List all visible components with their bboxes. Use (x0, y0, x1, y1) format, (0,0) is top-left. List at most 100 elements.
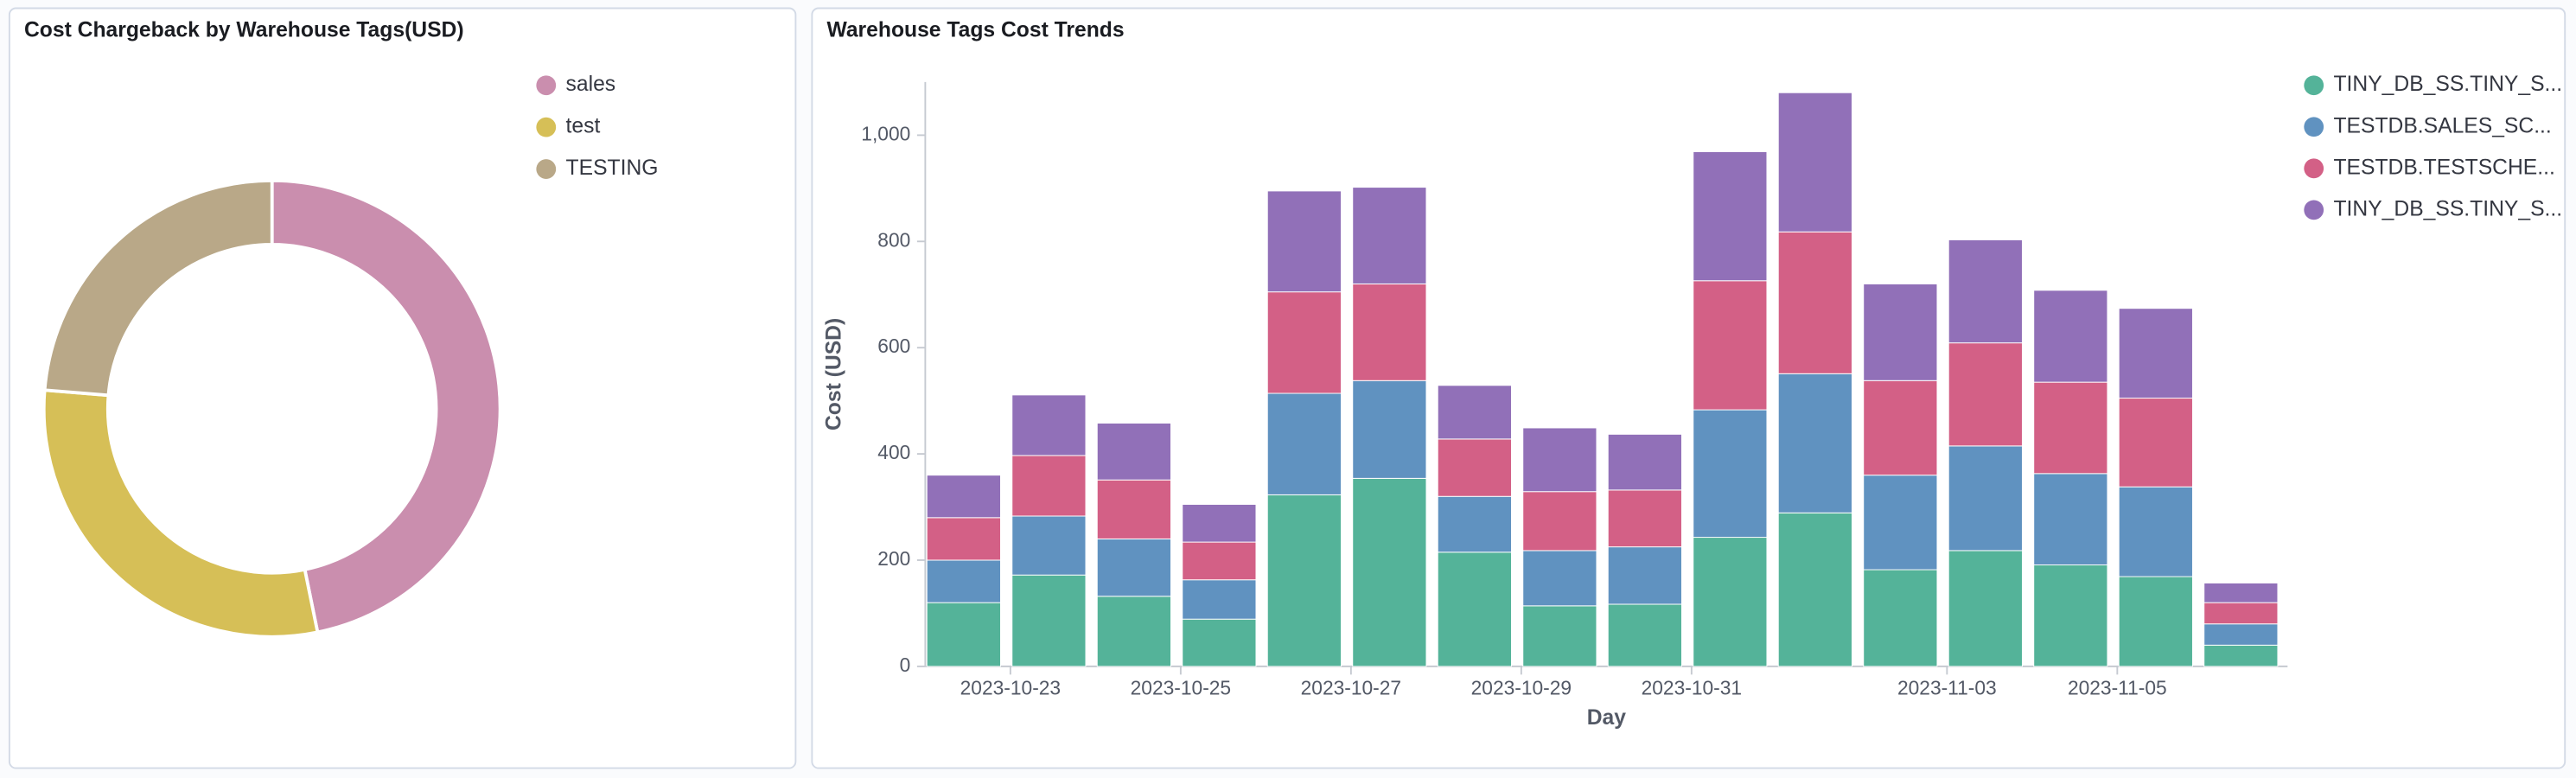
bar-segment (1777, 512, 1852, 667)
legend-swatch (2304, 75, 2324, 96)
legend-label: TINY_DB_SS.TINY_S... (2333, 73, 2562, 96)
bar-segment (1607, 603, 1682, 667)
legend-swatch (536, 159, 557, 179)
bar-segment (1352, 187, 1427, 284)
legend-label: TESTING (566, 156, 659, 180)
bar-segment (1011, 455, 1087, 517)
bar-segment (1266, 291, 1342, 394)
pie-slice (270, 178, 502, 635)
bar-segment (1352, 283, 1427, 381)
bar-segment (1607, 546, 1682, 605)
y-tick-label: 0 (900, 654, 911, 676)
bar-segment (1437, 495, 1512, 553)
bar-segment (1096, 596, 1171, 667)
chart-title: Cost Chargeback by Warehouse Tags(USD) (24, 19, 464, 42)
bar-segment (1522, 491, 1597, 552)
bar-segment (2203, 644, 2279, 667)
bar-segment (1693, 409, 1768, 539)
x-tick-label: 2023-10-23 (960, 676, 1061, 698)
y-tick-label: 200 (877, 547, 910, 570)
x-tick-label: 2023-11-03 (1897, 676, 1997, 698)
bar-segment (2033, 564, 2108, 667)
bar-segment (1693, 537, 1768, 667)
pie-slice (41, 388, 320, 639)
pie-slice (42, 178, 274, 398)
bar-segment (1352, 477, 1427, 667)
bar-segment (1266, 494, 1342, 667)
bar-segment (1011, 515, 1087, 576)
legend-label: test (566, 115, 601, 138)
legend-label: TESTDB.TESTSCHE... (2333, 156, 2554, 179)
bar-segment (1096, 538, 1171, 597)
bar-segment (1693, 150, 1768, 282)
bar-segment (1863, 475, 1938, 571)
x-tick-label: 2023-10-27 (1301, 676, 1401, 698)
bar-segment (1777, 92, 1852, 233)
bar-segment (926, 475, 1001, 519)
x-tick-label: 2023-10-31 (1642, 676, 1742, 698)
pie-panel (8, 7, 797, 769)
bar-segment (1863, 379, 1938, 476)
bar-segment (1948, 342, 2023, 447)
bar-segment (2118, 576, 2193, 667)
bar-segment (1777, 231, 1852, 374)
bar-segment (1693, 280, 1768, 411)
chart-title: Warehouse Tags Cost Trends (826, 19, 1124, 42)
y-tick-label: 800 (877, 228, 910, 251)
x-tick-label: 2023-10-29 (1471, 676, 1572, 698)
bar-segment (2203, 582, 2279, 603)
bar-segment (1863, 283, 1938, 381)
x-tick-label: 2023-10-25 (1131, 676, 1231, 698)
bar-segment (1522, 605, 1597, 667)
legend-swatch (2304, 158, 2324, 179)
legend-label: sales (566, 73, 616, 96)
bar-segment (2033, 473, 2108, 565)
bar-segment (1522, 550, 1597, 607)
bar-segment (2033, 381, 2108, 475)
bar-segment (1437, 438, 1512, 497)
bar-segment (1096, 422, 1171, 481)
bar-segment (1182, 503, 1257, 543)
bar-segment (1352, 379, 1427, 479)
bar-segment (1437, 552, 1512, 667)
bar-segment (1948, 239, 2023, 344)
bar-segment (926, 559, 1001, 603)
legend-label: TESTDB.SALES_SC... (2333, 114, 2551, 137)
y-tick-label: 400 (877, 441, 910, 463)
x-tick-label: 2023-11-05 (2068, 676, 2167, 698)
bar-segment (2203, 623, 2279, 646)
bar-segment (926, 602, 1001, 667)
x-axis-title: Day (1587, 706, 1627, 730)
legend-swatch (2304, 117, 2324, 137)
bar-segment (1182, 618, 1257, 667)
bar-segment (1182, 579, 1257, 620)
legend-swatch (2304, 200, 2324, 220)
bar-segment (1607, 433, 1682, 491)
y-tick-label: 1,000 (861, 122, 910, 144)
bar-segment (2118, 486, 2193, 577)
bar-segment (1522, 427, 1597, 493)
bar-segment (926, 517, 1001, 561)
y-tick-label: 600 (877, 335, 910, 357)
legend-swatch (536, 117, 557, 137)
bar-segment (1011, 394, 1087, 456)
bar-segment (2203, 602, 2279, 625)
bar-segment (1437, 385, 1512, 440)
legend-swatch (536, 75, 557, 96)
bar-segment (2118, 308, 2193, 399)
bar-segment (1011, 574, 1087, 667)
bar-segment (1266, 392, 1342, 495)
legend-label: TINY_DB_SS.TINY_S... (2333, 197, 2562, 220)
bar-segment (1607, 489, 1682, 548)
bar-segment (2118, 398, 2193, 488)
bar-segment (2033, 290, 2108, 383)
bar-segment (1863, 569, 1938, 667)
bar-segment (1096, 479, 1171, 539)
bar-segment (1948, 550, 2023, 667)
bar-segment (1777, 373, 1852, 513)
y-axis-title: Cost (USD) (822, 318, 845, 430)
bar-segment (1266, 190, 1342, 293)
bar-segment (1182, 541, 1257, 581)
